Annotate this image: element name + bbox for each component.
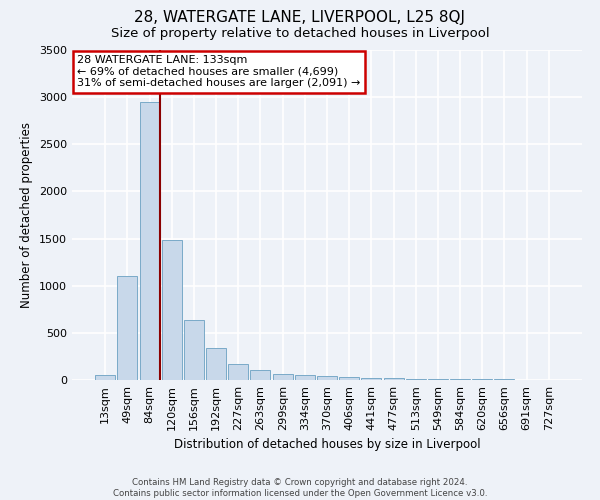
Bar (339, 376, 359, 380)
Text: Contains HM Land Registry data © Crown copyright and database right 2024.
Contai: Contains HM Land Registry data © Crown c… (113, 478, 487, 498)
Bar (406, 378, 426, 380)
Y-axis label: Number of detached properties: Number of detached properties (20, 122, 34, 308)
Bar (361, 378, 382, 380)
Text: Size of property relative to detached houses in Liverpool: Size of property relative to detached ho… (110, 28, 490, 40)
Text: 28, WATERGATE LANE, LIVERPOOL, L25 8QJ: 28, WATERGATE LANE, LIVERPOOL, L25 8QJ (134, 10, 466, 25)
Bar (118, 276, 137, 380)
Bar (250, 370, 271, 380)
Bar (450, 379, 470, 380)
Bar (272, 374, 293, 380)
Bar (472, 379, 492, 380)
Bar (228, 364, 248, 380)
Bar (317, 376, 337, 380)
Bar (162, 240, 182, 380)
Bar (140, 102, 160, 380)
Bar (383, 378, 404, 380)
Bar (95, 376, 115, 380)
Bar (184, 320, 204, 380)
X-axis label: Distribution of detached houses by size in Liverpool: Distribution of detached houses by size … (173, 438, 481, 452)
Bar (295, 375, 315, 380)
Bar (206, 348, 226, 380)
Bar (428, 379, 448, 380)
Text: 28 WATERGATE LANE: 133sqm
← 69% of detached houses are smaller (4,699)
31% of se: 28 WATERGATE LANE: 133sqm ← 69% of detac… (77, 55, 361, 88)
